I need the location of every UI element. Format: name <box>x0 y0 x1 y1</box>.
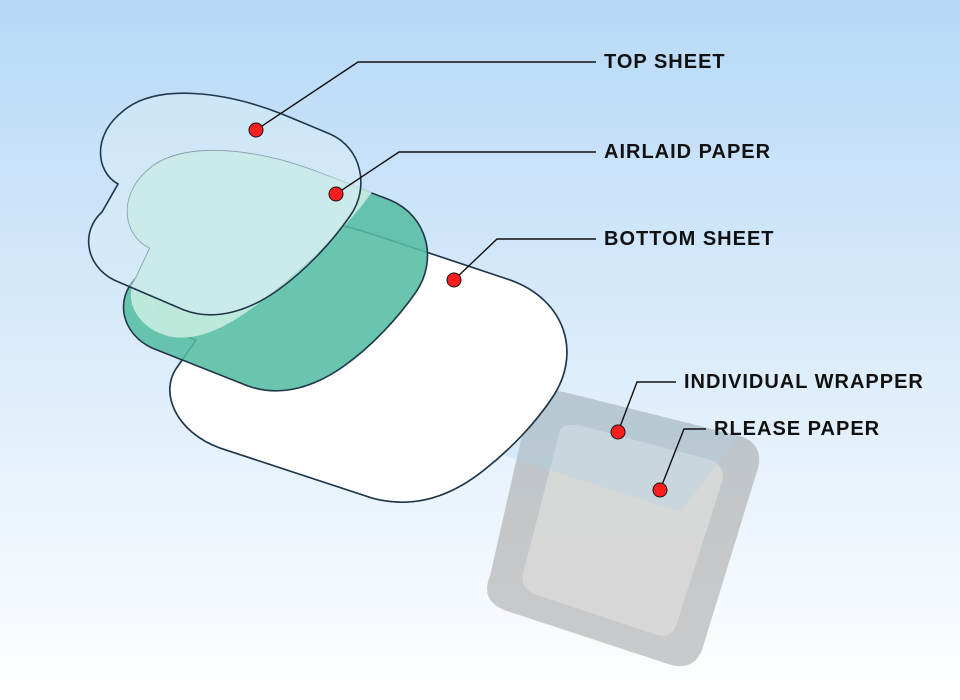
label-top-sheet: TOP SHEET <box>604 51 726 74</box>
label-airlaid-paper: AIRLAID PAPER <box>604 141 771 164</box>
layers-svg <box>0 0 960 700</box>
diagram-canvas: TOP SHEET AIRLAID PAPER BOTTOM SHEET IND… <box>0 0 960 700</box>
label-release-paper: RLEASE PAPER <box>714 418 880 441</box>
label-individual-wrapper: INDIVIDUAL WRAPPER <box>684 371 924 394</box>
label-bottom-sheet: BOTTOM SHEET <box>604 228 775 251</box>
